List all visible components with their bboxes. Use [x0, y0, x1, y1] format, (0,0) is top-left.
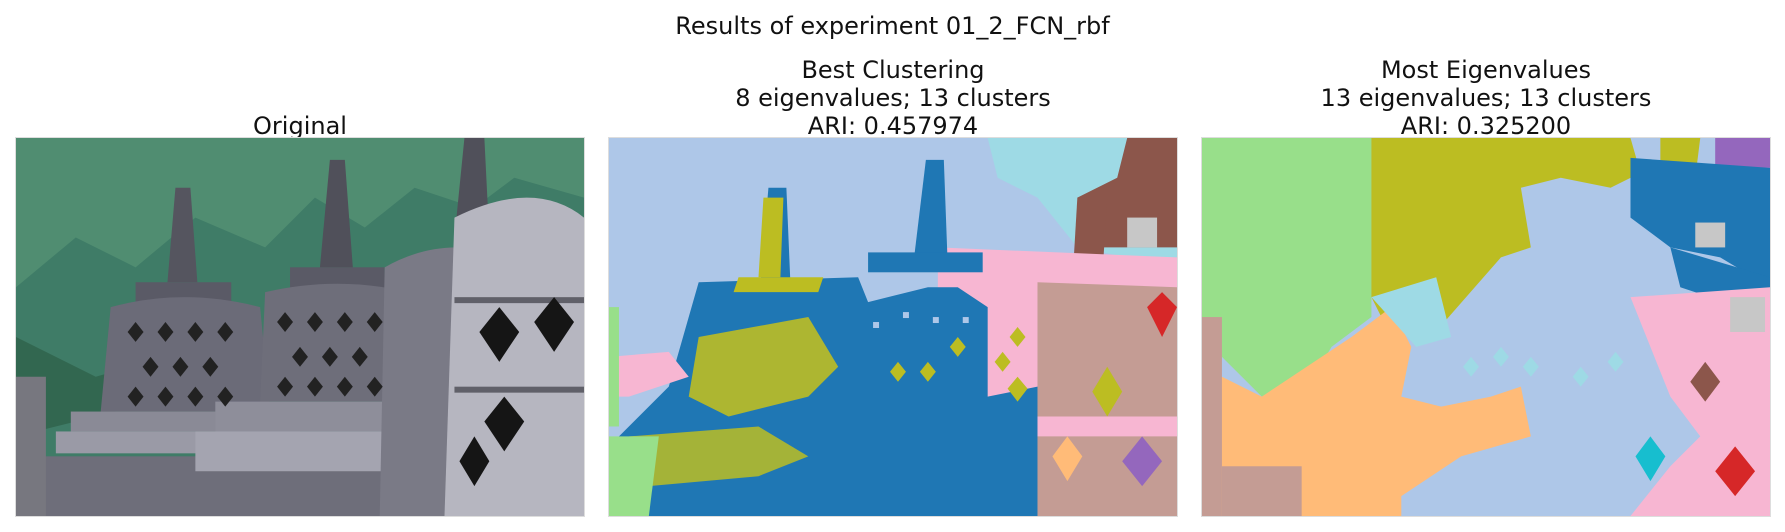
panel-title: Best Clustering 8 eigenvalues; 13 cluste… [608, 56, 1178, 140]
panel-title-line: ARI: 0.325200 [1400, 112, 1572, 140]
panel-title-line: 8 eigenvalues; 13 clusters [735, 84, 1051, 112]
original-image [15, 137, 585, 517]
panel-title-line: 13 eigenvalues; 13 clusters [1320, 84, 1652, 112]
most-eigenvalues-image [1201, 137, 1771, 517]
best-clustering-image [608, 137, 1178, 517]
panel-best-clustering: Best Clustering 8 eigenvalues; 13 cluste… [608, 0, 1178, 532]
panel-title: Original [15, 112, 585, 140]
most-eigenvalues-map [1202, 138, 1770, 516]
best-clustering-map [609, 138, 1177, 516]
panel-title-line: Best Clustering [801, 56, 985, 84]
panel-original: Original [15, 0, 585, 532]
figure-suptitle: Results of experiment 01_2_FCN_rbf [675, 12, 1110, 40]
panel-most-eigenvalues: Most Eigenvalues 13 eigenvalues; 13 clus… [1201, 0, 1771, 532]
panel-title-line: Most Eigenvalues [1380, 56, 1592, 84]
panel-title-line: ARI: 0.457974 [807, 112, 979, 140]
original-photo-render [16, 138, 584, 516]
panel-title: Most Eigenvalues 13 eigenvalues; 13 clus… [1201, 56, 1771, 140]
panel-title-line: Original [253, 112, 347, 140]
